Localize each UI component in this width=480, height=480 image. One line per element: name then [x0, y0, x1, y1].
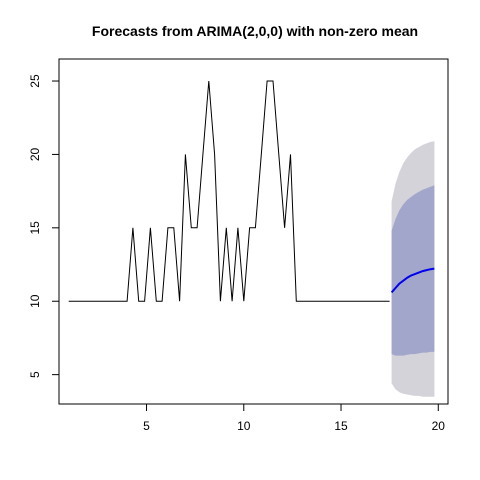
y-tick-label: 25	[28, 74, 42, 88]
forecast-interval-80	[391, 185, 435, 356]
plot-frame	[58, 58, 449, 405]
x-tick-label: 20	[432, 419, 446, 433]
x-tick-label: 5	[143, 419, 150, 433]
x-axis: 5 10 15 20	[143, 403, 446, 433]
forecast-mean-line	[390, 267, 435, 294]
x-tick-label: 10	[237, 419, 251, 433]
y-axis: 5 10 15 20 25	[28, 74, 60, 378]
y-tick-label: 15	[28, 221, 42, 235]
y-tick-label: 5	[28, 371, 42, 378]
plot-region	[68, 80, 435, 397]
chart-title: Forecasts from ARIMA(2,0,0) with non-zer…	[92, 23, 418, 39]
y-tick-label: 10	[28, 294, 42, 308]
x-tick-label: 15	[334, 419, 348, 433]
y-tick-label: 20	[28, 147, 42, 161]
observed-series-line	[68, 80, 390, 302]
